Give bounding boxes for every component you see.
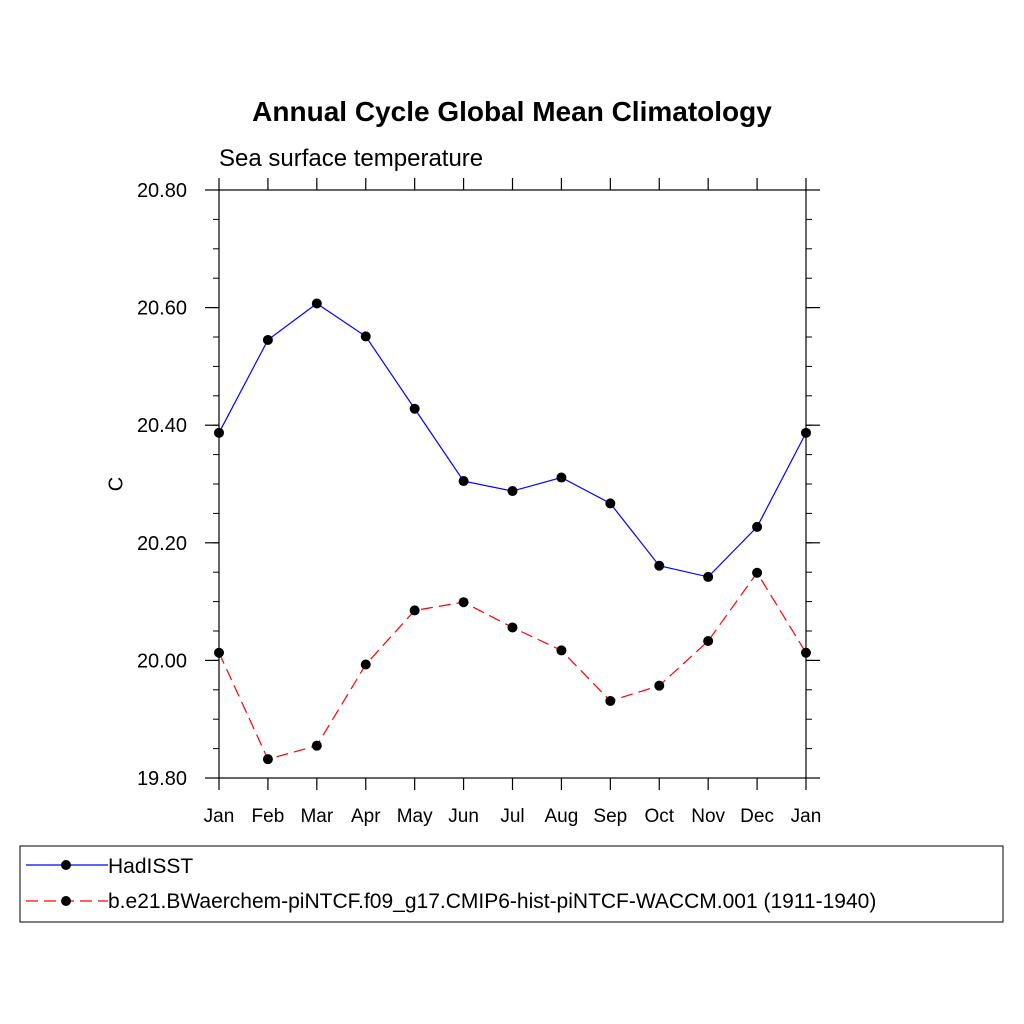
x-tick-label: Jun — [448, 806, 479, 827]
x-tick-label: Dec — [740, 806, 774, 827]
data-point-series-1 — [556, 645, 567, 656]
x-tick-label: May — [397, 806, 433, 827]
y-tick-label: 19.80 — [137, 768, 187, 790]
series-layer — [214, 298, 811, 765]
data-point-series-1 — [654, 680, 665, 691]
legend-box — [19, 845, 1004, 923]
x-tick-label: Apr — [351, 806, 381, 827]
data-point-series-1 — [214, 647, 224, 658]
series-line-0 — [218, 302, 807, 578]
legend-marker-model — [61, 896, 71, 906]
data-point-series-0 — [409, 403, 420, 414]
y-tick-label: 20.60 — [137, 298, 187, 320]
data-point-series-1 — [801, 647, 811, 658]
data-point-series-1 — [458, 597, 469, 608]
data-point-series-1 — [507, 622, 518, 633]
y-axis-label: C — [105, 477, 127, 491]
data-point-series-1 — [262, 754, 273, 765]
y-ticks: 20.80 20.60 20.40 20.20 20.00 19.80 — [137, 180, 820, 790]
data-point-series-1 — [409, 605, 420, 616]
data-point-series-1 — [703, 635, 714, 646]
x-tick-label: Aug — [545, 806, 579, 827]
data-point-series-1 — [360, 659, 371, 670]
y-tick-label: 20.00 — [137, 650, 187, 672]
data-point-series-0 — [360, 331, 371, 342]
plot-frame — [218, 189, 807, 779]
legend-label-hadisst: HadISST — [108, 855, 193, 878]
legend-item-model: b.e21.BWaerchem-piNTCF.f09_g17.CMIP6-his… — [26, 890, 876, 913]
data-point-series-1 — [752, 567, 763, 578]
chart-title: Annual Cycle Global Mean Climatology — [252, 96, 772, 127]
y-tick-label: 20.20 — [137, 533, 187, 555]
x-tick-label: Sep — [593, 806, 627, 827]
data-point-series-0 — [556, 472, 567, 483]
data-point-series-1 — [605, 695, 616, 706]
y-tick-label: 20.40 — [137, 415, 187, 437]
data-point-series-0 — [654, 560, 665, 571]
chart-subtitle: Sea surface temperature — [219, 145, 483, 172]
data-point-series-0 — [752, 521, 763, 532]
data-point-series-0 — [214, 427, 224, 438]
minor-ticks — [213, 189, 812, 779]
data-point-series-1 — [311, 740, 322, 751]
data-point-series-0 — [262, 334, 273, 345]
data-point-series-0 — [801, 427, 811, 438]
x-tick-label: Jul — [500, 806, 524, 827]
series-line-1 — [218, 571, 807, 760]
x-tick-label: Jan — [791, 806, 822, 827]
x-tick-label: Mar — [300, 806, 333, 827]
data-point-series-0 — [311, 298, 322, 309]
data-point-series-0 — [458, 476, 469, 487]
y-tick-label: 20.80 — [137, 180, 187, 202]
legend-marker-hadisst — [61, 860, 71, 870]
data-point-series-0 — [507, 486, 518, 497]
x-tick-label: Oct — [644, 806, 674, 827]
legend: HadISST b.e21.BWaerchem-piNTCF.f09_g17.C… — [19, 845, 1004, 923]
legend-item-hadisst: HadISST — [26, 855, 193, 878]
legend-label-model: b.e21.BWaerchem-piNTCF.f09_g17.CMIP6-his… — [108, 890, 876, 913]
data-point-series-0 — [605, 498, 616, 509]
x-tick-label: Feb — [252, 806, 285, 827]
data-point-series-0 — [703, 571, 714, 582]
x-tick-label: Jan — [204, 806, 235, 827]
x-tick-label: Nov — [691, 806, 725, 827]
x-ticks: Jan Feb Mar Apr May Jun Jul Aug Sep Oct Nov Dec Jan — [204, 178, 822, 827]
